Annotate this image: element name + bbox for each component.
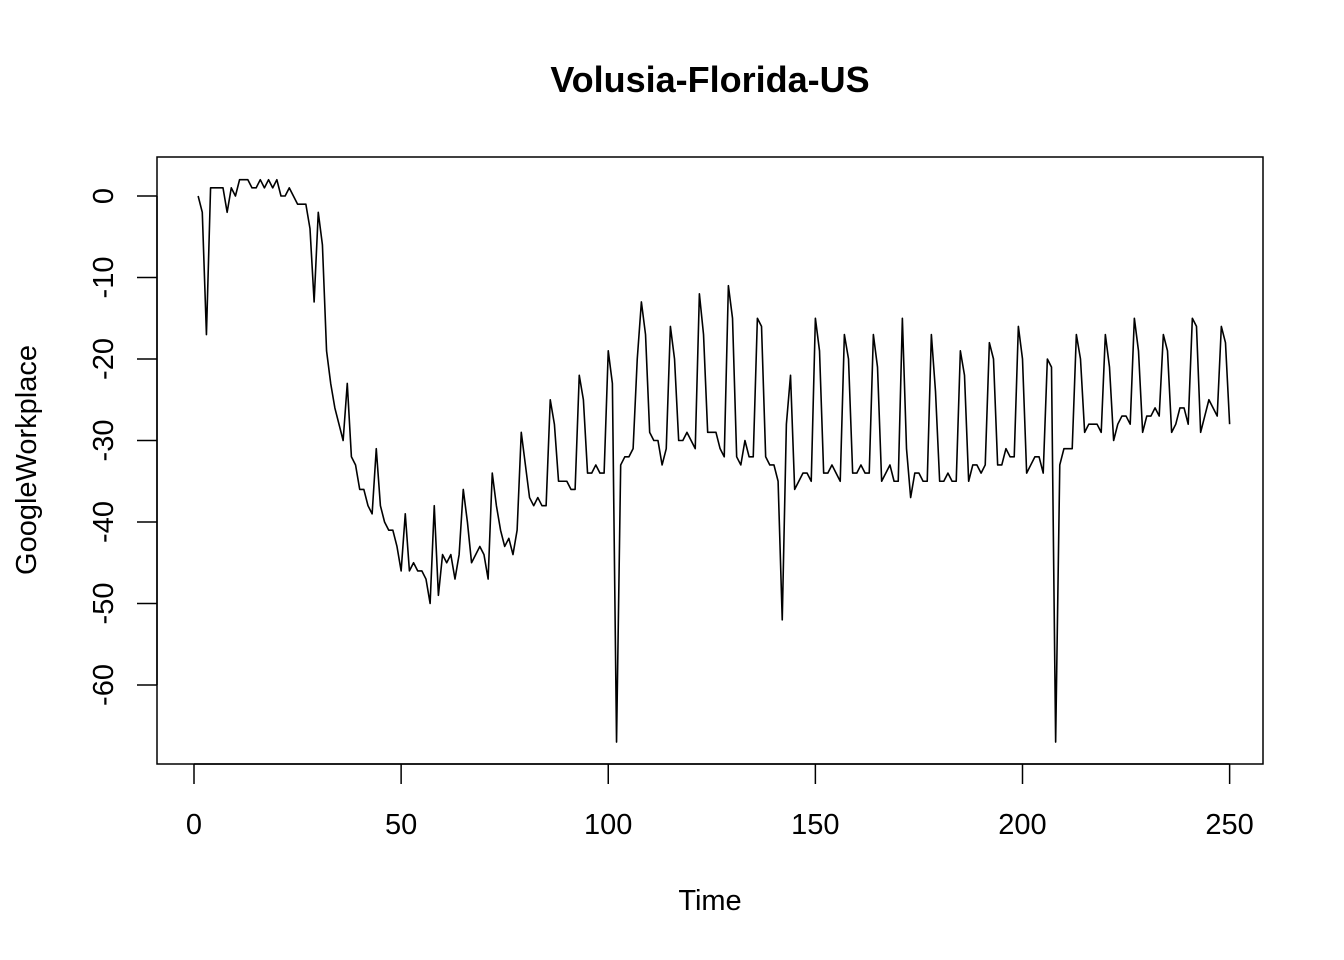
y-axis-label: GoogleWorkplace (11, 345, 43, 575)
x-axis: 0 50 100 150 200 250 (186, 763, 1254, 841)
chart-title: Volusia-Florida-US (550, 59, 869, 100)
y-tick-label: -30 (88, 420, 120, 462)
x-tick-label: 150 (791, 809, 839, 841)
y-axis: 0 -10 -20 -30 -40 -50 -60 (88, 188, 158, 706)
series-line (197, 178, 1231, 743)
y-tick-label: -10 (88, 257, 120, 299)
y-tick-label: -50 (88, 583, 120, 625)
y-tick-label: -20 (88, 338, 120, 380)
y-tick-label: -40 (88, 501, 120, 543)
x-axis-label: Time (678, 885, 741, 917)
x-tick-label: 50 (385, 809, 417, 841)
x-tick-label: 250 (1205, 809, 1253, 841)
x-tick-label: 200 (998, 809, 1046, 841)
x-tick-label: 100 (584, 809, 632, 841)
y-tick-label: 0 (88, 188, 120, 204)
x-tick-label: 0 (186, 809, 202, 841)
y-tick-label: -60 (88, 664, 120, 706)
